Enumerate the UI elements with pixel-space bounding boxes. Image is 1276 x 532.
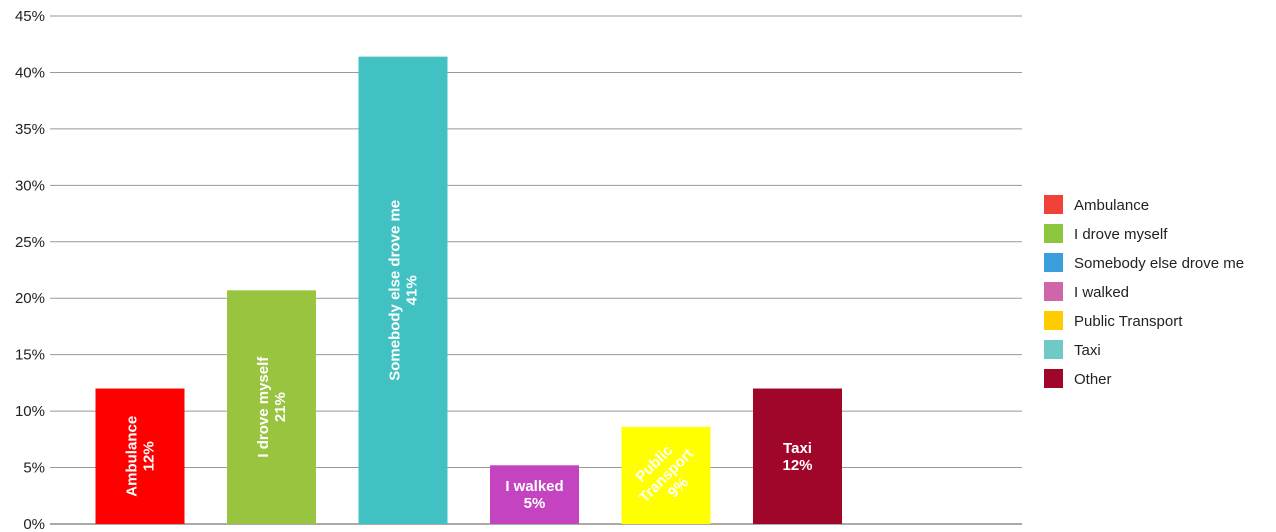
bar	[753, 388, 842, 524]
y-tick-label: 30%	[15, 177, 45, 194]
bar	[358, 56, 448, 524]
legend-label: Taxi	[1074, 342, 1101, 359]
bar-data-label: I drove myself 21%	[255, 356, 289, 458]
bar-data-label: Somebody else drove me 41%	[387, 200, 421, 381]
legend-label: Other	[1074, 371, 1112, 388]
bar	[95, 388, 185, 524]
y-tick-label: 40%	[15, 64, 45, 81]
legend-item: Taxi	[1044, 340, 1101, 359]
bar-label-line: Somebody else drove me	[387, 200, 404, 381]
bar-label-line: 12%	[141, 441, 158, 471]
legend-label: Public Transport	[1074, 313, 1183, 330]
bar-label-line: 41%	[404, 275, 421, 305]
y-tick-label: 0%	[23, 516, 45, 532]
bar-label-line: I drove myself	[255, 356, 272, 458]
legend-item: Other	[1044, 369, 1112, 388]
y-tick-label: 35%	[15, 121, 45, 138]
legend-swatch	[1044, 253, 1063, 272]
legend-item: I walked	[1044, 282, 1129, 301]
y-tick-label: 5%	[23, 460, 45, 477]
legend-swatch	[1044, 311, 1063, 330]
y-tick-label: 25%	[15, 234, 45, 251]
legend-swatch	[1044, 282, 1063, 301]
gridlines	[50, 15, 1022, 525]
y-tick-label: 15%	[15, 347, 45, 364]
bar-data-label: Ambulance 12%	[124, 416, 158, 497]
bar-label-line: 5%	[524, 495, 546, 512]
bars	[95, 56, 842, 524]
y-tick-label: 10%	[15, 403, 45, 420]
legend-item: Ambulance	[1044, 195, 1149, 214]
legend-item: Public Transport	[1044, 311, 1183, 330]
bar-label-line: 21%	[272, 392, 289, 422]
bar-label-line: 12%	[782, 457, 812, 474]
legend-swatch	[1044, 195, 1063, 214]
bar-label-line: Ambulance	[124, 416, 141, 497]
legend-swatch	[1044, 369, 1063, 388]
bar	[227, 290, 316, 524]
legend-item: I drove myself	[1044, 224, 1168, 243]
y-axis-ticks: 0% 5% 10% 15% 20% 25% 30% 35% 40% 45%	[15, 8, 45, 532]
bar-label-line: Taxi	[783, 440, 812, 457]
legend-swatch	[1044, 224, 1063, 243]
y-tick-label: 45%	[15, 8, 45, 25]
legend-swatch	[1044, 340, 1063, 359]
y-tick-label: 20%	[15, 290, 45, 307]
legend-label: Somebody else drove me	[1074, 255, 1244, 272]
legend: Ambulance I drove myself Somebody else dro…	[1044, 195, 1244, 388]
legend-label: Ambulance	[1074, 197, 1149, 214]
legend-item: Somebody else drove me	[1044, 253, 1244, 272]
legend-label: I drove myself	[1074, 226, 1168, 243]
legend-label: I walked	[1074, 284, 1129, 301]
bar	[621, 426, 711, 524]
bar-label-line: I walked	[505, 478, 563, 495]
bar	[490, 465, 579, 524]
